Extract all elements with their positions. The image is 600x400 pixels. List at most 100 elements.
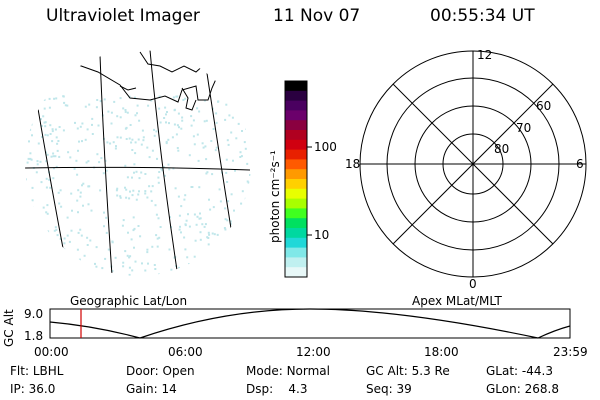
emission-dot bbox=[29, 152, 32, 155]
colorbar-gradient bbox=[285, 81, 307, 278]
emission-dot bbox=[146, 251, 149, 254]
emission-dot bbox=[45, 278, 47, 280]
emission-dot bbox=[115, 189, 118, 192]
emission-dot bbox=[76, 269, 79, 272]
emission-dot bbox=[43, 266, 45, 269]
colorbar-swatch bbox=[285, 120, 307, 131]
emission-dot bbox=[229, 220, 232, 223]
emission-dot bbox=[36, 160, 39, 163]
emission-dot bbox=[76, 248, 79, 251]
emission-dot bbox=[99, 100, 102, 103]
emission-dot bbox=[215, 121, 218, 124]
emission-dot bbox=[207, 231, 210, 234]
emission-dot bbox=[226, 219, 229, 222]
emission-dot bbox=[54, 128, 57, 131]
emission-dot bbox=[53, 97, 56, 100]
emission-dot bbox=[177, 112, 180, 115]
emission-dot bbox=[114, 147, 117, 150]
emission-dot bbox=[142, 139, 145, 142]
emission-dot bbox=[219, 274, 221, 276]
emission-dot bbox=[169, 274, 171, 276]
emission-dot bbox=[183, 236, 186, 239]
emission-dot bbox=[137, 225, 140, 227]
emission-dot bbox=[235, 137, 238, 140]
emission-dot bbox=[229, 228, 232, 231]
emission-dot bbox=[233, 209, 235, 212]
emission-dot bbox=[223, 227, 226, 229]
emission-dot bbox=[219, 200, 222, 203]
emission-dot bbox=[161, 169, 164, 172]
emission-dot bbox=[184, 223, 187, 226]
emission-dot bbox=[103, 98, 106, 101]
emission-dot bbox=[156, 157, 158, 160]
emission-dot bbox=[248, 97, 251, 100]
emission-dot bbox=[130, 238, 133, 241]
emission-dot bbox=[206, 236, 209, 239]
emission-dot bbox=[204, 223, 207, 226]
emission-dot bbox=[243, 141, 246, 144]
emission-dot bbox=[144, 269, 147, 272]
emission-dot bbox=[211, 232, 214, 235]
emission-dot bbox=[201, 142, 204, 145]
emission-dot bbox=[122, 261, 125, 264]
coastline bbox=[29, 55, 247, 103]
emission-dot bbox=[227, 143, 230, 146]
emission-dot bbox=[26, 161, 29, 164]
emission-dot bbox=[79, 270, 82, 273]
time-tick-label: 06:00 bbox=[168, 345, 203, 359]
emission-dot bbox=[107, 110, 110, 113]
emission-dot bbox=[153, 264, 156, 266]
emission-dot bbox=[76, 199, 79, 202]
emission-dot bbox=[150, 99, 153, 102]
emission-dot bbox=[158, 273, 160, 276]
emission-dot bbox=[204, 145, 207, 148]
emission-dot bbox=[82, 182, 85, 185]
emission-dot bbox=[51, 128, 54, 131]
emission-dot bbox=[46, 204, 49, 207]
emission-dot bbox=[129, 124, 132, 126]
emission-dot bbox=[113, 100, 116, 103]
emission-dot bbox=[122, 107, 125, 110]
emission-dot bbox=[226, 139, 229, 142]
emission-dot bbox=[38, 232, 41, 235]
emission-dot bbox=[35, 171, 38, 174]
emission-dot bbox=[51, 130, 54, 133]
emission-dot bbox=[165, 140, 168, 143]
emission-dot bbox=[191, 186, 194, 188]
emission-dot bbox=[125, 196, 128, 199]
emission-dot bbox=[196, 215, 199, 218]
colorbar-tick-label: 10 bbox=[314, 228, 329, 242]
emission-dot bbox=[237, 122, 240, 125]
emission-dot bbox=[151, 185, 154, 188]
emission-dot bbox=[228, 114, 231, 117]
emission-dot bbox=[217, 259, 220, 262]
emission-dot bbox=[194, 239, 197, 242]
emission-dot bbox=[52, 261, 55, 264]
coastline bbox=[231, 85, 241, 101]
emission-dot bbox=[218, 188, 221, 191]
emission-dot bbox=[62, 95, 65, 98]
emission-dot bbox=[133, 227, 136, 230]
emission-dot bbox=[176, 124, 179, 127]
emission-dot bbox=[91, 117, 94, 120]
emission-dot bbox=[51, 140, 54, 143]
emission-dot bbox=[42, 258, 45, 260]
emission-dot bbox=[210, 140, 213, 142]
emission-dot bbox=[162, 166, 165, 169]
emission-dot bbox=[122, 265, 125, 268]
emission-dot bbox=[75, 159, 78, 162]
emission-dot bbox=[129, 190, 131, 193]
emission-dot bbox=[178, 266, 180, 269]
colorbar-swatch bbox=[285, 159, 307, 170]
emission-dot bbox=[96, 153, 99, 156]
emission-dot bbox=[159, 226, 162, 228]
emission-dot bbox=[60, 205, 63, 208]
glon-readout: GLon: 268.8 bbox=[486, 382, 559, 396]
emission-dot bbox=[148, 278, 150, 280]
emission-dot bbox=[25, 178, 27, 181]
emission-dot bbox=[199, 212, 201, 215]
emission-dot bbox=[124, 109, 127, 111]
emission-dot bbox=[26, 220, 29, 223]
mlt-label-0: 0 bbox=[469, 277, 477, 290]
emission-dot bbox=[78, 263, 81, 265]
